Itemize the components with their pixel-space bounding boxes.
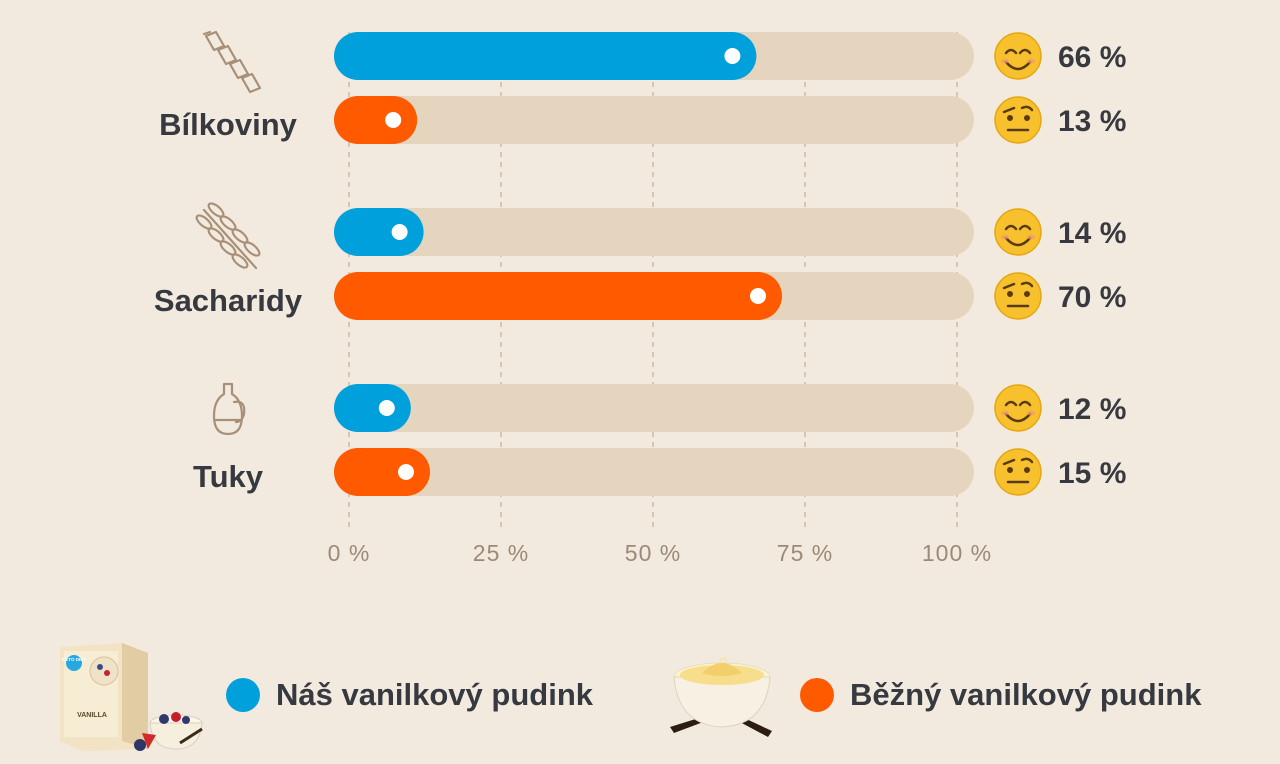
pasta-icon bbox=[202, 30, 262, 94]
x-tick-label: 0 % bbox=[328, 540, 371, 566]
x-tick-label: 50 % bbox=[625, 540, 681, 566]
bar bbox=[334, 384, 411, 432]
raised-eyebrow-face-icon bbox=[994, 96, 1042, 144]
bar-track bbox=[334, 448, 974, 496]
bar-marker bbox=[385, 112, 402, 128]
bar-marker bbox=[391, 224, 408, 240]
product-box-image: KETO DIET VANILLA bbox=[60, 643, 203, 751]
x-tick-label: 75 % bbox=[777, 540, 833, 566]
value-label: 12 % bbox=[1058, 393, 1126, 426]
bar bbox=[334, 448, 430, 496]
x-tick-label: 25 % bbox=[473, 540, 529, 566]
value-label: 15 % bbox=[1058, 457, 1126, 490]
bar bbox=[334, 272, 782, 320]
oil-bottle-icon bbox=[212, 382, 246, 436]
bar-track bbox=[334, 384, 974, 432]
legend-dot-ours bbox=[226, 678, 260, 712]
bar bbox=[334, 208, 424, 256]
category-label: Tuky bbox=[193, 459, 264, 494]
value-label: 66 % bbox=[1058, 41, 1126, 74]
legend-dot-regular bbox=[800, 678, 834, 712]
value-label: 13 % bbox=[1058, 105, 1126, 138]
bar-track bbox=[334, 96, 974, 144]
bar-marker bbox=[724, 48, 741, 64]
smiling-face-icon bbox=[994, 32, 1042, 80]
legend-label-regular: Běžný vanilkový pudink bbox=[850, 677, 1202, 712]
legend-item-regular: Běžný vanilkový pudink bbox=[662, 650, 1201, 740]
box-brand-text: KETO DIET bbox=[62, 657, 86, 662]
x-tick-label: 100 % bbox=[922, 540, 992, 566]
pudding-bowl-image bbox=[670, 657, 772, 737]
category-labels: Bílkoviny Sacharidy Tuky bbox=[154, 30, 303, 494]
legend-label-ours: Náš vanilkový pudink bbox=[276, 677, 593, 712]
bar-track bbox=[334, 208, 974, 256]
box-flavor-text: VANILLA bbox=[77, 712, 107, 719]
bar bbox=[334, 96, 418, 144]
bar bbox=[334, 32, 757, 80]
value-label: 70 % bbox=[1058, 281, 1126, 314]
bar-marker bbox=[750, 288, 766, 304]
bar-chart: 66 % 13 % 14 % 70 % 12 % 15 % Bílkoviny Sachar… bbox=[154, 30, 1126, 566]
bar-marker bbox=[398, 464, 414, 480]
legend-item-ours: KETO DIET VANILLA Náš vanilkový pudink bbox=[52, 643, 593, 751]
wheat-icon bbox=[195, 202, 261, 270]
category-label: Sacharidy bbox=[154, 283, 303, 318]
x-axis-ticks: 0 % 25 % 50 % 75 % 100 % bbox=[328, 540, 992, 566]
bars-layer: 66 % 13 % 14 % 70 % 12 % 15 % bbox=[334, 32, 1126, 496]
smiling-face-icon bbox=[994, 208, 1042, 256]
bar-marker bbox=[378, 400, 395, 416]
raised-eyebrow-face-icon bbox=[994, 272, 1042, 320]
raised-eyebrow-face-icon bbox=[994, 448, 1042, 496]
value-label: 14 % bbox=[1058, 217, 1126, 250]
category-label: Bílkoviny bbox=[159, 107, 298, 142]
smiling-face-icon bbox=[994, 384, 1042, 432]
